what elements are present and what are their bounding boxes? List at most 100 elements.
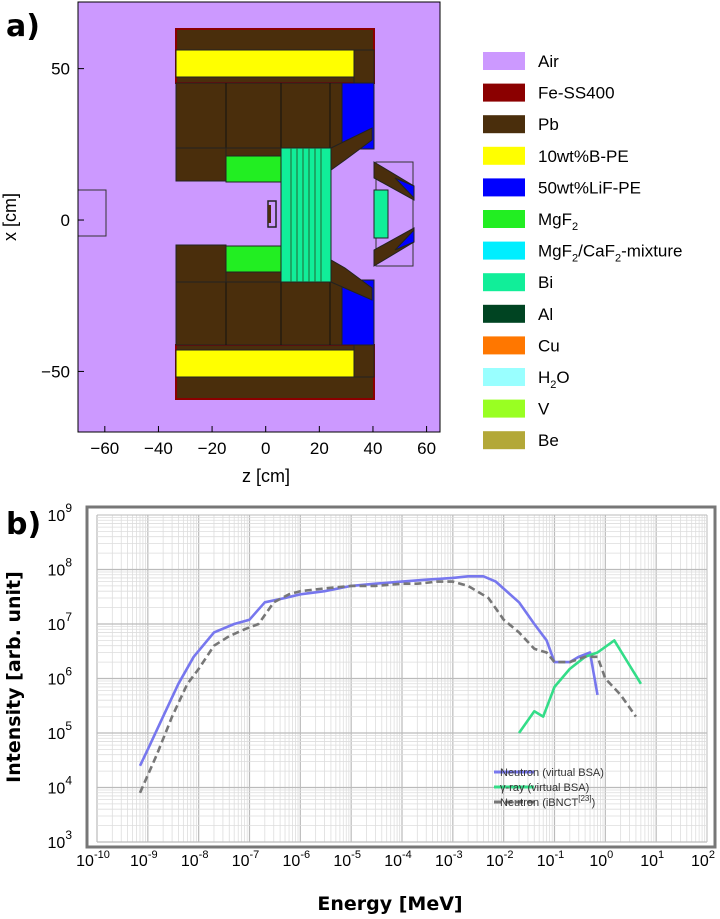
panel-a-axes [77, 2, 440, 433]
panel-a-xtick-label: 0 [261, 439, 270, 458]
xtick-base: 10 [384, 853, 402, 870]
legend-label-text: Bi [538, 273, 553, 292]
panel-a-ytick-label: −50 [41, 362, 70, 381]
panel-b-xtick-label: 100 [589, 849, 613, 870]
collimator-lif-bottom [394, 228, 415, 251]
borated-pe-top [175, 49, 355, 78]
lead-block-top [175, 82, 343, 149]
xtick-exponent: -9 [148, 849, 158, 861]
target-base [268, 205, 271, 223]
panel-b-xtick-label: 102 [691, 849, 715, 870]
panel-a-xtick-label: 40 [364, 439, 383, 458]
legend-label-tail: -mixture [621, 242, 682, 261]
xtick-base: 10 [640, 853, 658, 870]
ytick-base: 10 [48, 563, 66, 580]
panel-b-xtick-label: 10-7 [232, 849, 260, 870]
legend-swatch-2 [483, 115, 525, 134]
legend-swatch-12 [483, 431, 525, 450]
lead-inner-top [175, 147, 227, 182]
panel-b-xtick-label: 10-1 [537, 849, 565, 870]
legend-entry-2: Neutron (iBNCT[23]) [500, 794, 595, 809]
lead-inner-bottom [175, 244, 227, 283]
legend-swatch-6 [483, 241, 525, 260]
xtick-exponent: -1 [555, 849, 565, 861]
xtick-base: 10 [181, 853, 199, 870]
legend-label-tail: /CaF [578, 242, 615, 261]
panel-b-xtick-label: 10-6 [283, 849, 311, 870]
ytick-exponent: 6 [65, 665, 72, 679]
legend-label-text: Cu [538, 336, 560, 355]
ytick-base: 10 [48, 508, 66, 525]
ytick-base: 10 [48, 781, 66, 798]
legend-swatch-1 [483, 83, 525, 102]
xtick-exponent: -2 [504, 849, 514, 861]
ytick-exponent: 3 [65, 828, 72, 842]
legend-subscript: 2 [550, 379, 556, 391]
panel-b-xlabel: Energy [MeV] [317, 893, 462, 915]
lead-side-bottom [225, 271, 282, 283]
panel-b-ytick-label: 104 [48, 774, 73, 798]
panel-a-ylabel: x [cm] [0, 193, 20, 241]
legend-swatch-0 [483, 52, 525, 70]
xtick-base: 10 [537, 853, 555, 870]
xtick-base: 10 [333, 853, 351, 870]
ytick-exponent: 9 [65, 501, 72, 515]
legend-label-text: H [538, 368, 550, 387]
mgf2-bottom [225, 245, 282, 273]
panel-b-xtick-label: 10-2 [486, 849, 514, 870]
ytick-exponent: 5 [65, 719, 72, 733]
legend-label-12: Be [538, 431, 559, 450]
legend-entry-0: Neutron (virtual BSA) [500, 767, 604, 779]
legend-label-text: 10wt%B-PE [538, 147, 629, 166]
legend-label-1: Fe-SS400 [538, 84, 615, 103]
legend-label-11: V [538, 400, 550, 419]
panel-b-ytick-label: 108 [48, 556, 73, 580]
legend-subscript: 2 [615, 253, 621, 265]
ytick-exponent: 8 [65, 556, 72, 570]
panel-a-label: a) [6, 9, 40, 44]
series-line-2 [138, 580, 637, 794]
panel-b-xtick-label: 10-8 [181, 849, 209, 870]
panel-a-ticks: −60 −40 −20 0 20 40 60 50 0 −50 [41, 60, 436, 458]
lead-block-bottom [175, 281, 343, 346]
lead-side-top [225, 147, 282, 157]
panel-b-xtick-label: 10-4 [384, 849, 412, 870]
series-line-1 [517, 639, 643, 734]
legend-label-6: MgF2/CaF2-mixture [538, 242, 683, 265]
legend-label-3: 10wt%B-PE [538, 147, 629, 166]
legend-entry-text: Neutron (iBNCT [500, 797, 579, 809]
legend-label-7: Bi [538, 273, 553, 292]
collimator-lif-top [394, 177, 415, 200]
legend-label-8: Al [538, 305, 553, 324]
legend-entry-tail: ) [592, 797, 596, 809]
collimator-wall-top [330, 127, 373, 171]
panel-b-ytick-label: 106 [48, 665, 73, 689]
ytick-base: 10 [48, 726, 66, 743]
panel-a-xtick-label: 60 [417, 439, 436, 458]
panel-b-ticks: 10-10 10-9 10-8 10-7 10-6 10-5 10-4 10-3 10-2 10-… [48, 501, 715, 870]
panel-b-xtick-label: 10-3 [435, 849, 463, 870]
legend-label-text: Fe-SS400 [538, 84, 615, 103]
panel-b-xtick-label: 10-9 [130, 849, 158, 870]
xtick-base: 10 [691, 853, 709, 870]
panel-a-xlabel: z [cm] [242, 466, 290, 486]
panel-b-ytick-label: 105 [48, 719, 73, 743]
xtick-base: 10 [76, 853, 94, 870]
legend-label-text: Al [538, 305, 553, 324]
xtick-base: 10 [283, 853, 301, 870]
legend-swatch-10 [483, 368, 525, 386]
legend-label-2: Pb [538, 115, 559, 134]
ytick-base: 10 [48, 672, 66, 689]
legend-swatch-8 [483, 304, 525, 323]
ytick-exponent: 7 [65, 610, 72, 624]
xtick-base: 10 [232, 853, 250, 870]
xtick-exponent: -6 [300, 849, 310, 861]
legend-subscript: 2 [572, 253, 578, 265]
legend-entry-superscript: [23] [578, 794, 591, 803]
legend-swatch-4 [483, 178, 525, 197]
legend-label-4: 50wt%LiF-PE [538, 178, 641, 197]
ytick-base: 10 [48, 617, 66, 634]
mgf2-top [225, 155, 282, 183]
panel-a-ytick-label: 0 [61, 211, 70, 230]
legend-swatch-11 [483, 399, 525, 418]
